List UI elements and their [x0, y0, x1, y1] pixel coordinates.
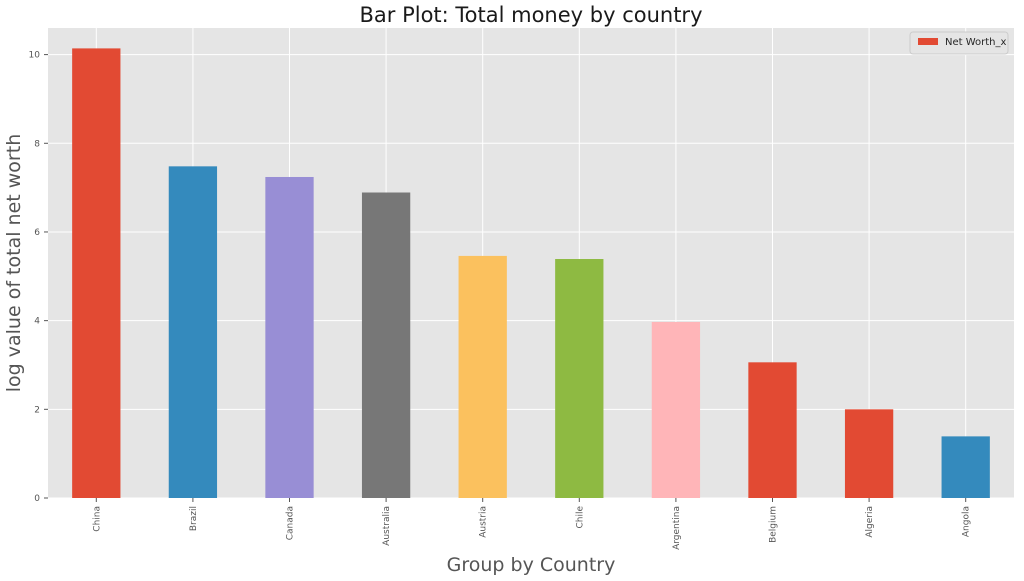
- y-tick-label: 6: [34, 228, 40, 238]
- y-tick-label: 10: [29, 51, 41, 61]
- bar-belgium: [748, 362, 797, 498]
- x-tick-label: China: [92, 506, 102, 532]
- y-axis-ticks: 0 2 4 6 8 10: [29, 51, 48, 504]
- bar-brazil: [168, 166, 218, 498]
- x-tick-label: Australia: [382, 506, 392, 546]
- bars: [72, 48, 990, 498]
- bar-canada: [265, 176, 314, 498]
- legend-box: [909, 31, 1009, 55]
- chart-title: Bar Plot: Total money by country: [359, 3, 702, 27]
- bar-china: [72, 48, 121, 498]
- x-tick-label: Argentina: [672, 506, 682, 550]
- bar-chile: [555, 259, 604, 498]
- x-axis-title: Group by Country: [447, 554, 616, 576]
- x-axis-ticks: China Brazil Canada Australia Austria Chile Ar…: [92, 498, 972, 550]
- x-tick-label: Belgium: [769, 506, 779, 543]
- bar-angola: [941, 436, 990, 498]
- y-axis-title: log value of total net worth: [3, 134, 25, 392]
- bar-argentina: [651, 321, 701, 498]
- x-tick-label: Chile: [575, 506, 585, 529]
- legend-swatch: [918, 38, 938, 45]
- x-tick-label: Canada: [286, 506, 296, 540]
- x-tick-label: Algeria: [865, 506, 875, 538]
- y-tick-label: 2: [34, 405, 40, 415]
- legend-label: Net Worth_x: [945, 37, 1007, 48]
- bar-algeria: [844, 409, 894, 498]
- y-tick-label: 0: [34, 494, 40, 504]
- x-tick-label: Brazil: [189, 506, 199, 531]
- x-tick-label: Austria: [479, 506, 489, 538]
- y-tick-label: 4: [34, 317, 40, 327]
- bar-australia: [361, 192, 411, 498]
- x-tick-label: Angola: [962, 506, 972, 537]
- legend: Net Worth_x: [909, 31, 1009, 55]
- y-tick-label: 8: [34, 139, 40, 149]
- bar-austria: [458, 255, 507, 498]
